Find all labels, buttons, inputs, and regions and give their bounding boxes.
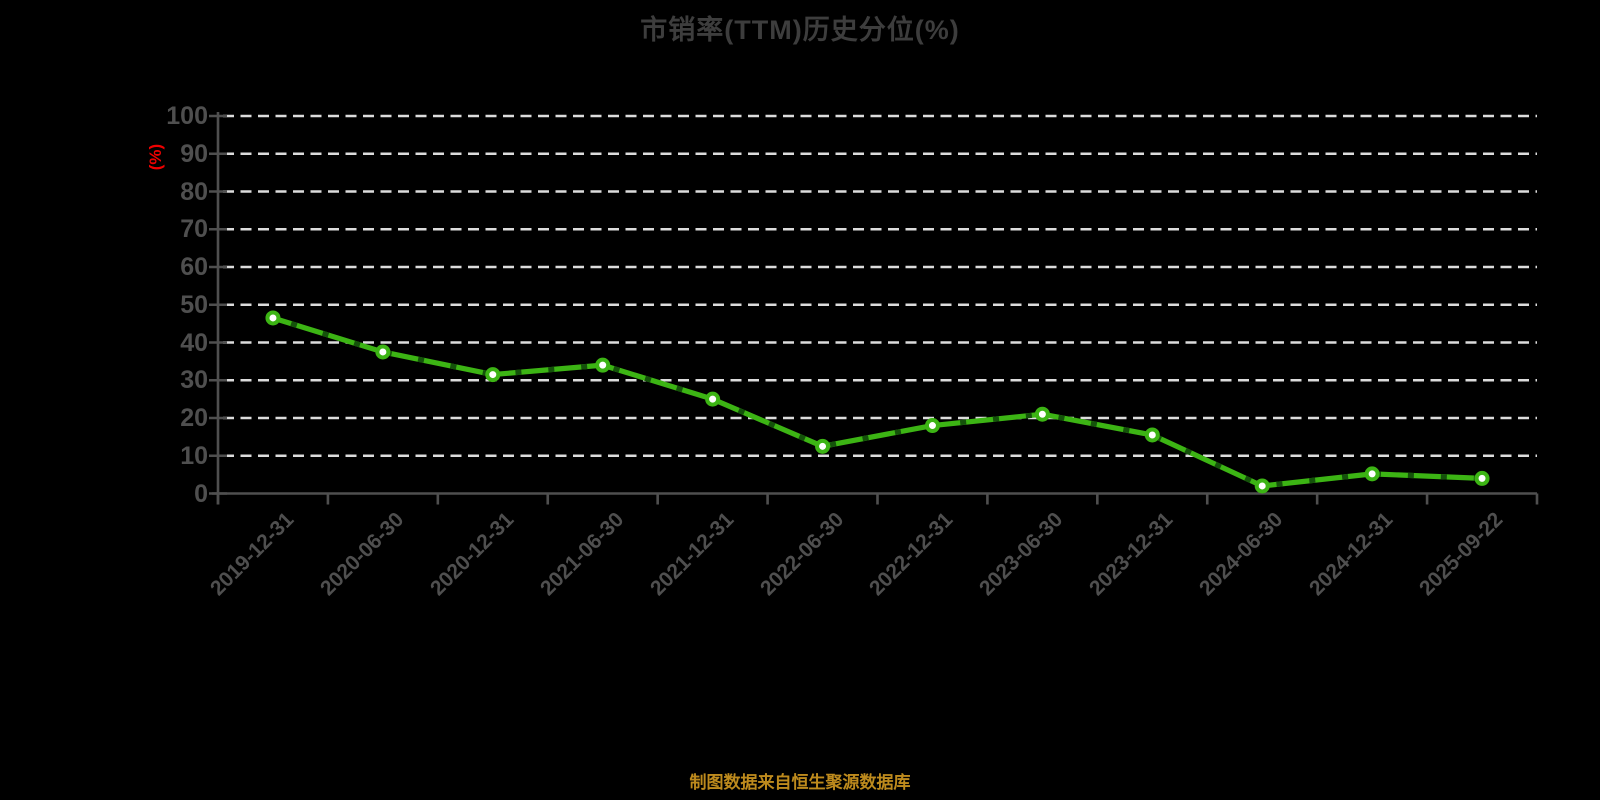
series-line-dash-overlay (272, 315, 1483, 489)
data-point-marker (924, 418, 940, 434)
data-point-marker (1144, 427, 1160, 443)
y-axis-label: 100 (166, 102, 208, 130)
y-axis-label: 10 (180, 441, 208, 470)
data-point-marker (375, 344, 391, 360)
chart-title: 市销率(TTM)历史分位(%) (640, 15, 960, 45)
y-axis-label: 0 (194, 479, 208, 508)
data-point-marker (705, 391, 721, 407)
data-point-marker (815, 438, 831, 454)
data-point-marker (1034, 406, 1050, 422)
data-point-marker (1254, 478, 1270, 494)
y-axis-label: 40 (180, 328, 208, 357)
data-point-marker (1474, 470, 1490, 486)
y-axis-label: 20 (180, 404, 208, 432)
data-point-marker (265, 310, 281, 326)
y-axis-label: 60 (180, 253, 208, 281)
y-axis-label: 50 (180, 290, 208, 319)
data-point-marker (1364, 466, 1380, 482)
data-point-marker (595, 357, 611, 373)
y-axis-label: 70 (180, 215, 208, 244)
source-note: 制图数据来自恒生聚源数据库 (689, 773, 911, 792)
y-axis-label: 80 (180, 177, 208, 206)
y-axis-label: 90 (180, 139, 208, 168)
data-point-marker (485, 367, 501, 383)
y-axis-label: 30 (180, 366, 208, 395)
